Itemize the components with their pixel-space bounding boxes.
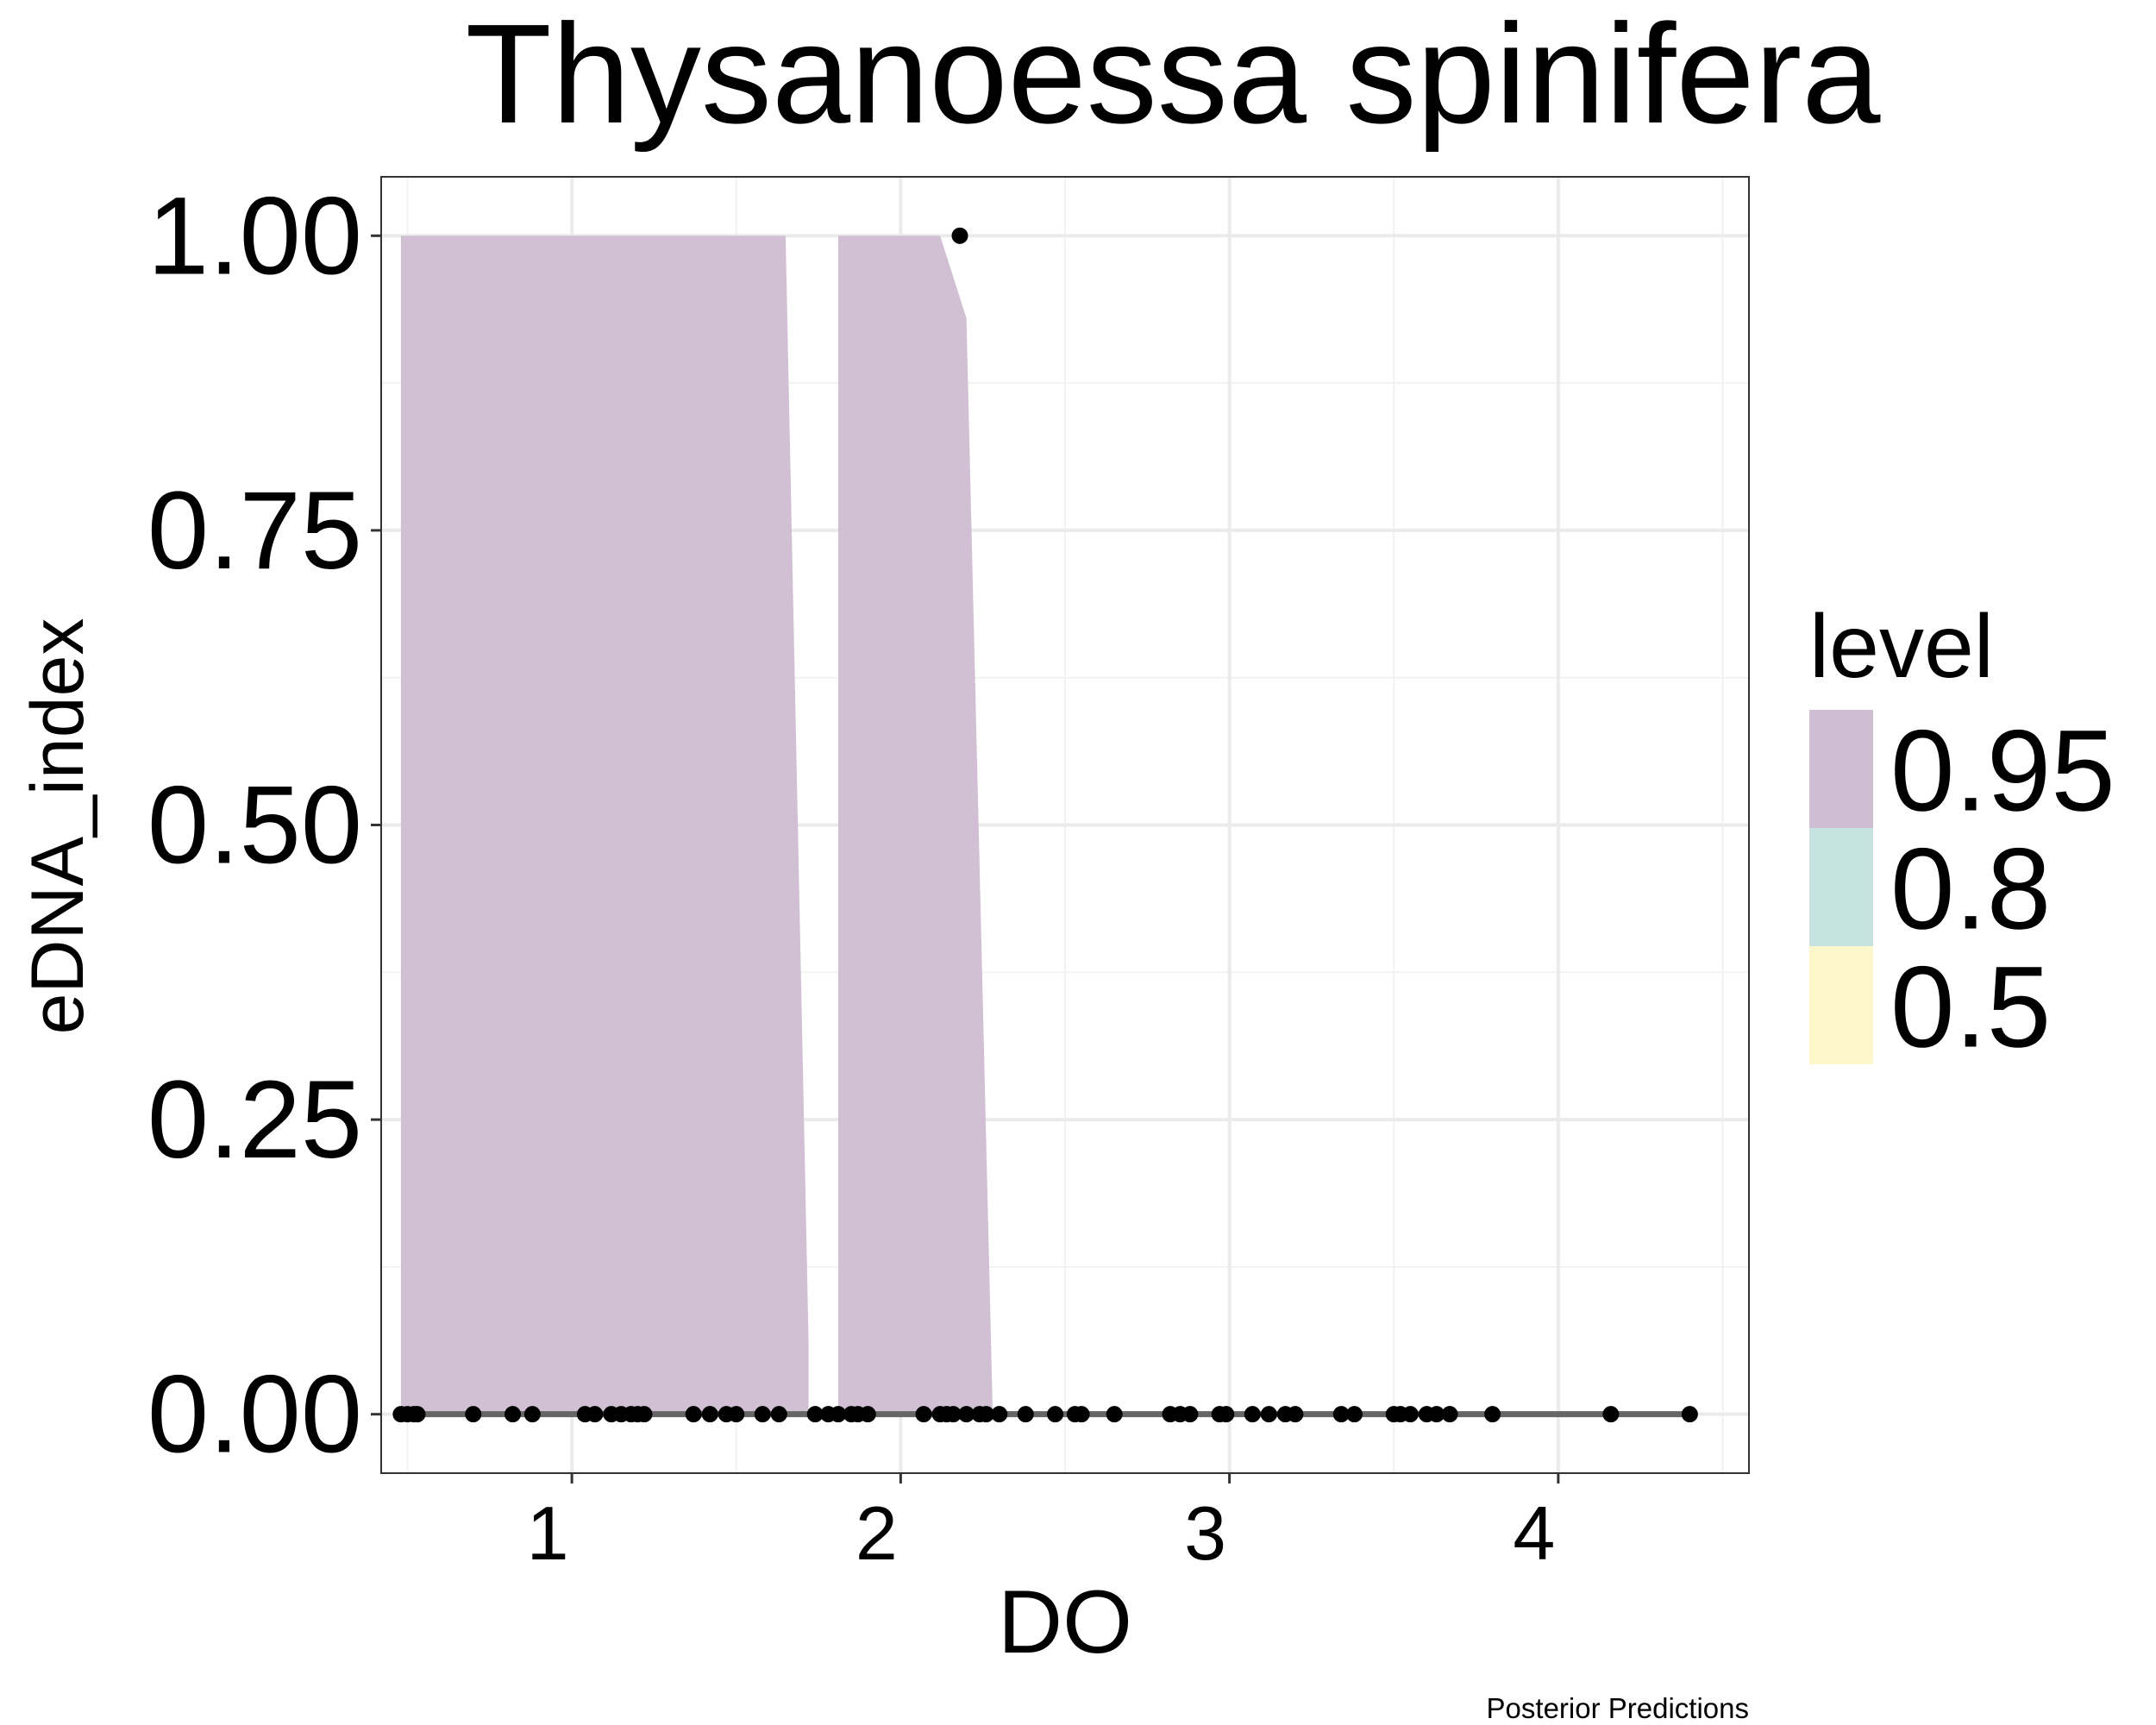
data-point bbox=[586, 1406, 604, 1423]
data-point bbox=[915, 1406, 932, 1423]
data-point bbox=[1017, 1406, 1034, 1423]
legend-title: level bbox=[1809, 597, 1994, 697]
data-point bbox=[505, 1406, 521, 1423]
observed-points bbox=[392, 227, 1698, 1423]
data-point bbox=[1260, 1406, 1277, 1423]
y-tick-label: 0.75 bbox=[147, 469, 362, 593]
data-point bbox=[1441, 1406, 1458, 1423]
data-point bbox=[991, 1406, 1008, 1423]
y-axis-label: eDNA_index bbox=[16, 618, 99, 1035]
legend-entries: 0.950.80.5 bbox=[1809, 707, 2115, 1072]
y-tick-label: 0.00 bbox=[147, 1353, 362, 1477]
data-point bbox=[806, 1406, 824, 1423]
data-point bbox=[1401, 1406, 1419, 1423]
legend-label: 0.5 bbox=[1890, 944, 2051, 1072]
x-axis-ticks: 1 2 3 4 bbox=[527, 1473, 1560, 1576]
data-point bbox=[1218, 1406, 1235, 1423]
legend-label: 0.95 bbox=[1890, 707, 2115, 836]
y-tick-label: 1.00 bbox=[147, 174, 362, 298]
data-point bbox=[859, 1406, 876, 1423]
data-point bbox=[958, 1406, 975, 1423]
legend-key-0.5 bbox=[1809, 946, 1873, 1064]
data-point bbox=[728, 1406, 745, 1423]
caption: Posterior Predictions bbox=[1487, 1692, 1749, 1724]
x-axis-label: DO bbox=[998, 1572, 1132, 1672]
legend-key-0.95 bbox=[1809, 710, 1873, 828]
x-tick-label: 1 bbox=[527, 1490, 569, 1576]
x-tick-label: 2 bbox=[856, 1490, 898, 1576]
y-tick-label: 0.25 bbox=[147, 1058, 362, 1182]
data-point bbox=[1428, 1406, 1445, 1423]
y-axis-ticks: 0.00 0.25 0.50 0.75 1.00 bbox=[147, 174, 381, 1477]
data-point bbox=[701, 1406, 718, 1423]
data-point bbox=[830, 1406, 847, 1423]
data-point bbox=[1181, 1406, 1199, 1423]
data-point bbox=[465, 1406, 482, 1423]
data-point bbox=[636, 1406, 653, 1423]
data-point bbox=[944, 1406, 962, 1423]
data-point bbox=[770, 1406, 787, 1423]
data-point bbox=[754, 1406, 771, 1423]
data-point bbox=[1332, 1406, 1350, 1423]
data-point bbox=[1484, 1406, 1501, 1423]
data-point bbox=[1602, 1406, 1620, 1423]
data-point bbox=[685, 1406, 702, 1423]
data-point bbox=[978, 1406, 994, 1423]
data-point bbox=[1346, 1406, 1363, 1423]
legend-label: 0.8 bbox=[1890, 825, 2051, 954]
x-tick-label: 4 bbox=[1513, 1490, 1555, 1576]
data-point bbox=[409, 1406, 426, 1423]
data-point bbox=[1681, 1406, 1698, 1423]
x-tick-label: 3 bbox=[1184, 1490, 1226, 1576]
ribbon-0.95 bbox=[837, 235, 993, 1414]
chart-title: Thysanoessa spinifera bbox=[466, 0, 1882, 153]
data-point bbox=[1244, 1406, 1261, 1423]
data-point bbox=[1106, 1406, 1123, 1423]
data-point bbox=[1047, 1406, 1064, 1423]
data-point bbox=[1073, 1406, 1090, 1423]
legend: level 0.950.80.5 bbox=[1809, 597, 2115, 1072]
data-point bbox=[1287, 1406, 1304, 1423]
data-point bbox=[951, 227, 968, 244]
credible-ribbons bbox=[400, 235, 993, 1414]
y-tick-label: 0.50 bbox=[147, 764, 362, 888]
data-point bbox=[523, 1406, 541, 1423]
ribbon-0.95 bbox=[400, 235, 809, 1414]
legend-key-0.8 bbox=[1809, 828, 1873, 946]
